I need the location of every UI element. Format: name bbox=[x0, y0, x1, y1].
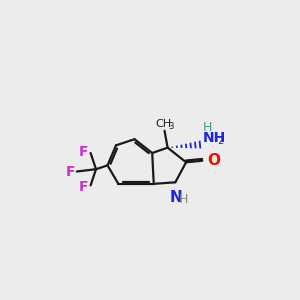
Text: H: H bbox=[203, 121, 212, 134]
Text: H: H bbox=[178, 193, 188, 206]
Text: N: N bbox=[170, 190, 182, 205]
Text: O: O bbox=[208, 153, 221, 168]
Text: F: F bbox=[79, 180, 88, 194]
Text: 2: 2 bbox=[217, 136, 223, 146]
Text: F: F bbox=[66, 164, 75, 178]
Text: F: F bbox=[79, 145, 88, 158]
Text: 3: 3 bbox=[169, 122, 174, 130]
Text: NH: NH bbox=[202, 131, 226, 146]
Text: CH: CH bbox=[156, 119, 172, 129]
